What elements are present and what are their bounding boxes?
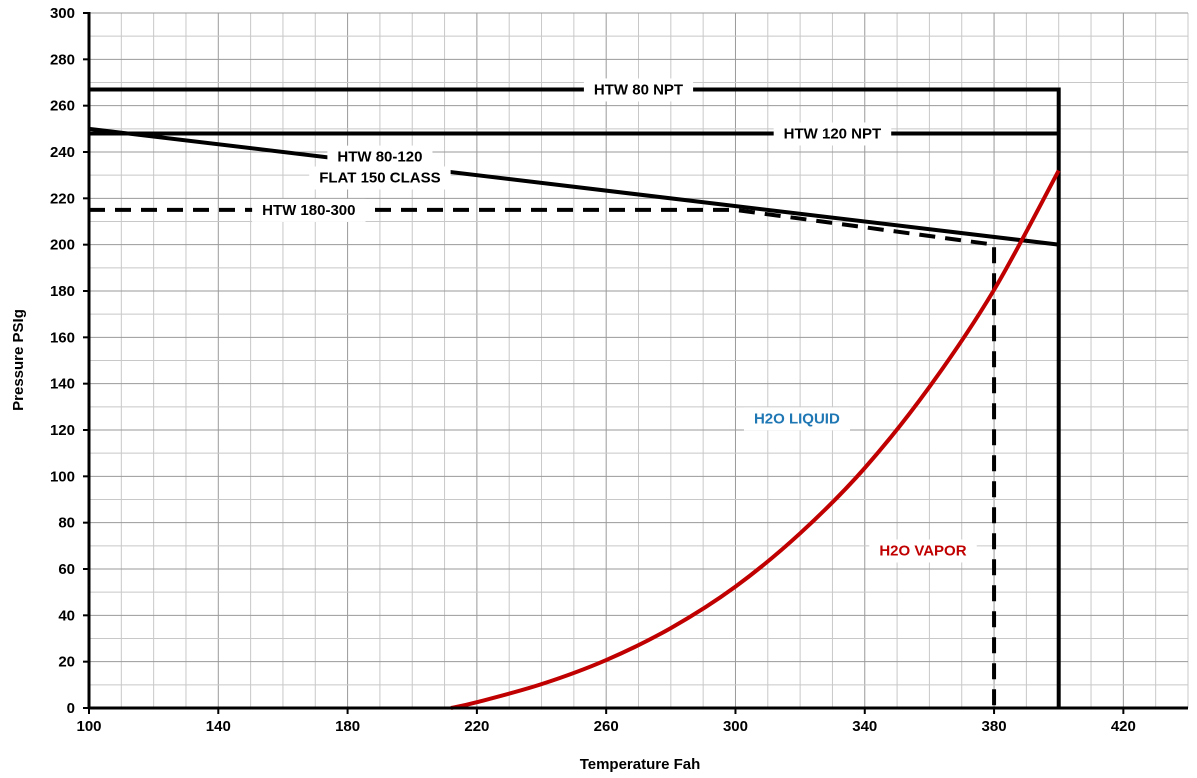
annotation-label: FLAT 150 CLASS xyxy=(319,169,440,186)
series-h2o-vapor xyxy=(450,169,1061,710)
series-htw-80-npt xyxy=(89,87,1061,708)
y-tick-label: 20 xyxy=(58,654,75,671)
y-tick-label: 220 xyxy=(50,190,75,207)
annotation-htw-80-npt: HTW 80 NPT xyxy=(583,78,694,102)
y-tick-label: 140 xyxy=(50,376,75,393)
annotation-htw-180-300: HTW 180-300 xyxy=(252,198,366,222)
chart-axes xyxy=(83,12,1188,714)
annotation-htw-80-120: HTW 80-120 xyxy=(327,145,433,169)
x-tick-label: 300 xyxy=(723,718,748,735)
annotation-h2o-liquid: H2O LIQUID xyxy=(743,407,850,431)
annotation-backing xyxy=(743,407,850,431)
chart-tick-labels: 100 140 180 220 260 300 340 380 420 0 20 40 60 80 100 1… xyxy=(50,5,1136,735)
chart-grid xyxy=(88,12,1189,709)
annotation-label: HTW 80 NPT xyxy=(594,81,683,98)
y-tick-label: 0 xyxy=(67,700,75,717)
x-tick-label: 260 xyxy=(594,718,619,735)
y-tick-label: 100 xyxy=(50,468,75,485)
y-tick-label: 180 xyxy=(50,283,75,300)
y-tick-label: 160 xyxy=(50,329,75,346)
annotation-htw-120-npt: HTW 120 NPT xyxy=(773,122,892,146)
x-tick-label: 180 xyxy=(335,718,360,735)
chart-annotations: HTW 80 NPT HTW 120 NPT HTW 80-120 FLAT 150 … xyxy=(252,78,977,563)
y-tick-label: 240 xyxy=(50,144,75,161)
series-htw-80-120-flat-150-class xyxy=(88,126,1059,247)
y-tick-label: 280 xyxy=(50,51,75,68)
annotation-backing xyxy=(773,122,892,146)
chart-series xyxy=(88,87,1061,710)
series-htw-180-300 xyxy=(89,207,997,708)
x-tick-label: 220 xyxy=(464,718,489,735)
x-axis-title: Temperature Fah xyxy=(580,756,701,773)
y-tick-label: 40 xyxy=(58,607,75,624)
annotation-backing xyxy=(252,198,366,222)
y-tick-label: 60 xyxy=(58,561,75,578)
annotation-backing xyxy=(309,166,451,190)
y-axis-title: Pressure PSIg xyxy=(10,309,27,411)
x-tick-label: 100 xyxy=(76,718,101,735)
x-tick-label: 140 xyxy=(206,718,231,735)
y-tick-label: 120 xyxy=(50,422,75,439)
y-tick-label: 80 xyxy=(58,515,75,532)
annotation-label: HTW 180-300 xyxy=(262,202,355,219)
annotation-backing xyxy=(869,539,977,563)
annotation-backing xyxy=(583,78,694,102)
annotation-label: HTW 120 NPT xyxy=(784,125,882,142)
annotation-h2o-vapor: H2O VAPOR xyxy=(869,539,977,563)
x-tick-label: 420 xyxy=(1111,718,1136,735)
x-tick-label: 380 xyxy=(982,718,1007,735)
annotation-flat-150-class: FLAT 150 CLASS xyxy=(309,166,451,190)
annotation-backing xyxy=(327,145,433,169)
y-tick-label: 200 xyxy=(50,237,75,254)
annotation-label: H2O LIQUID xyxy=(754,410,840,427)
annotation-label: H2O VAPOR xyxy=(879,542,966,559)
y-tick-label: 260 xyxy=(50,98,75,115)
annotation-label: HTW 80-120 xyxy=(337,149,422,166)
y-tick-label: 300 xyxy=(50,5,75,22)
x-tick-label: 340 xyxy=(852,718,877,735)
